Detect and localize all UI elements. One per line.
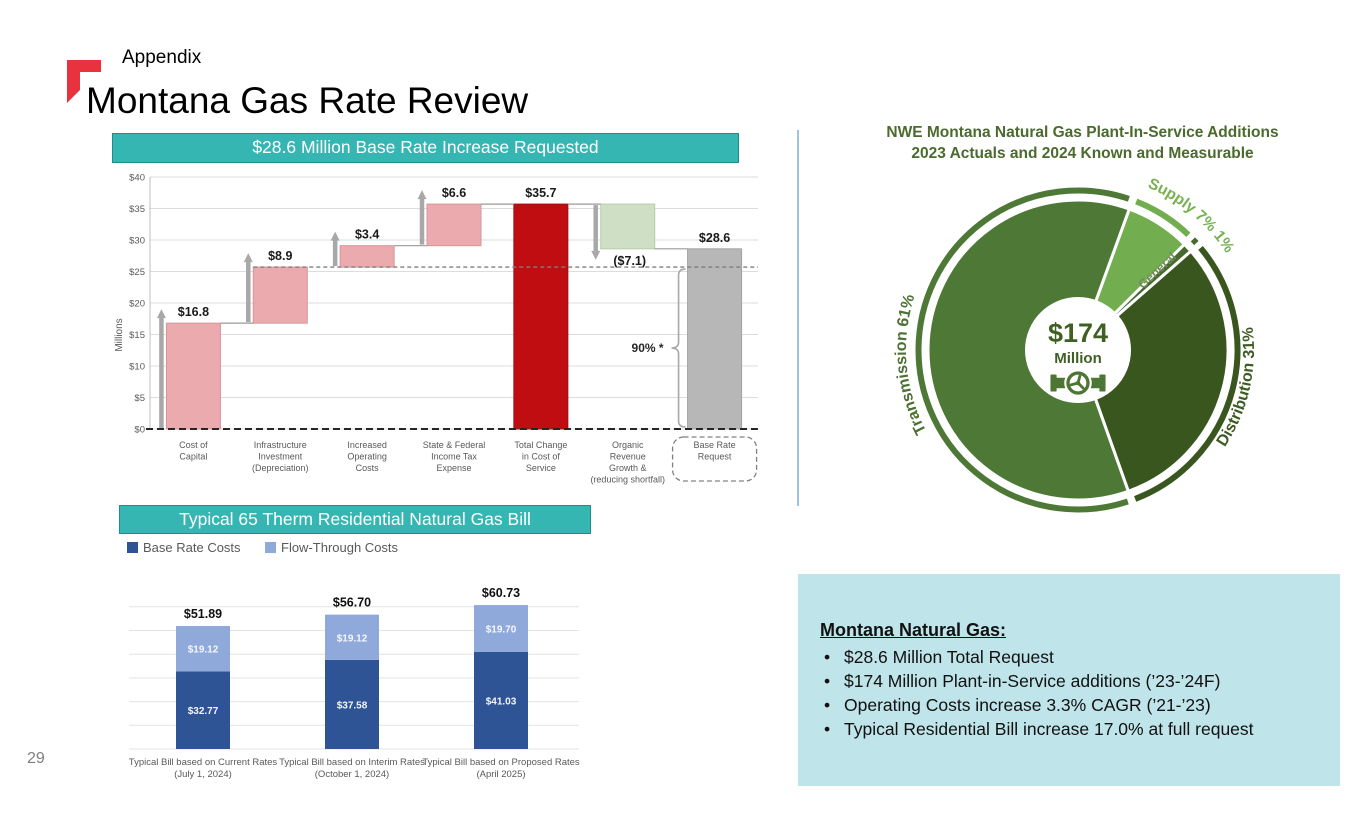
waterfall-bar <box>165 322 221 430</box>
svg-text:$30: $30 <box>129 236 145 247</box>
svg-text:$19.70: $19.70 <box>486 624 517 635</box>
svg-text:Increased: Increased <box>347 440 387 450</box>
bar-flow-through <box>474 605 528 652</box>
bar-flow-through <box>176 626 230 672</box>
svg-text:(reducing shortfall): (reducing shortfall) <box>590 475 665 485</box>
svg-text:Service: Service <box>526 463 556 473</box>
svg-text:$5: $5 <box>134 393 145 404</box>
waterfall-bar <box>687 248 743 430</box>
svg-text:Typical Bill based on Interim: Typical Bill based on Interim Rates <box>279 757 425 768</box>
svg-text:$40: $40 <box>129 173 145 184</box>
pie-center-unit: Million <box>1054 350 1102 367</box>
pie-chart: Transmission 61%Supply 7% 1%Distribution… <box>893 175 1258 513</box>
waterfall-value-label: $35.7 <box>525 186 556 200</box>
svg-text:Typical Bill based on Proposed: Typical Bill based on Proposed Rates <box>422 757 580 768</box>
svg-text:$35: $35 <box>129 204 145 215</box>
svg-text:in Cost of: in Cost of <box>522 452 561 462</box>
svg-text:Request: Request <box>698 452 732 462</box>
svg-text:State & Federal: State & Federal <box>423 440 486 450</box>
svg-text:$10: $10 <box>129 362 145 373</box>
bar-total-label: $56.70 <box>333 596 371 610</box>
info-bullet: Typical Residential Bill increase 17.0% … <box>820 717 1320 741</box>
bar-flow-through <box>325 614 379 660</box>
svg-text:$15: $15 <box>129 330 145 341</box>
stacked-bar-chart: Base Rate Costs Flow-Through Costs $51.89 $… <box>127 540 580 780</box>
svg-text:Capital: Capital <box>179 452 207 462</box>
legend-base-rate: Base Rate Costs <box>143 540 241 555</box>
waterfall-value-label: $6.6 <box>442 186 466 200</box>
legend-flow-through: Flow-Through Costs <box>281 540 399 555</box>
info-heading: Montana Natural Gas: <box>820 620 1007 640</box>
svg-text:$20: $20 <box>129 299 145 310</box>
pie-title-line2: 2023 Actuals and 2024 Known and Measurab… <box>911 145 1254 162</box>
info-bullet: $174 Million Plant-in-Service additions … <box>820 669 1320 693</box>
svg-text:Costs: Costs <box>356 463 380 473</box>
bar-base-rate <box>176 671 230 749</box>
waterfall-value-label: ($7.1) <box>613 254 646 268</box>
svg-text:(October 1, 2024): (October 1, 2024) <box>315 769 389 780</box>
svg-text:Organic: Organic <box>612 440 644 450</box>
pie-title: NWE Montana Natural Gas Plant-In-Service… <box>820 122 1345 164</box>
waterfall-value-label: $8.9 <box>268 249 292 263</box>
page-number: 29 <box>27 750 45 767</box>
svg-text:Expense: Expense <box>436 463 471 473</box>
svg-text:Base Rate: Base Rate <box>694 440 736 450</box>
bar-base-rate <box>474 651 528 749</box>
waterfall-bar <box>600 203 656 250</box>
bar-total-label: $51.89 <box>184 607 222 621</box>
waterfall-value-label: $16.8 <box>178 305 209 319</box>
waterfall-chart: $0 $5 $10 $15 $20 $25 $30 $35 $40 Millions $16.8 Co… <box>114 173 760 485</box>
svg-text:$37.58: $37.58 <box>337 700 368 711</box>
bar-total-label: $60.73 <box>482 586 520 600</box>
svg-text:Revenue: Revenue <box>610 452 646 462</box>
pie-center-value: $174 <box>1048 318 1108 348</box>
waterfall-bar <box>426 203 482 247</box>
page-title: Montana Gas Rate Review <box>86 80 529 121</box>
svg-text:(Depreciation): (Depreciation) <box>252 463 309 473</box>
pipeline-valve-icon <box>1050 369 1106 397</box>
vertical-divider <box>797 130 799 506</box>
eyebrow: Appendix <box>122 47 202 68</box>
svg-text:(July 1, 2024): (July 1, 2024) <box>174 769 232 780</box>
waterfall-bar <box>513 203 569 430</box>
info-bullets: $28.6 Million Total Request$174 Million … <box>820 645 1320 741</box>
waterfall-value-label: $3.4 <box>355 228 379 242</box>
svg-text:$0: $0 <box>134 425 145 436</box>
brand-logo-icon <box>67 60 101 103</box>
waterfall-banner: $28.6 Million Base Rate Increase Request… <box>112 133 739 163</box>
svg-text:Millions: Millions <box>114 318 125 351</box>
svg-text:Cost of: Cost of <box>179 440 208 450</box>
svg-text:$19.12: $19.12 <box>188 645 219 656</box>
info-bullet: $28.6 Million Total Request <box>820 645 1320 669</box>
svg-text:$32.77: $32.77 <box>188 706 219 717</box>
ninety-percent-annotation: 90% * <box>632 341 664 355</box>
svg-text:(April 2025): (April 2025) <box>476 769 525 780</box>
info-box: Montana Natural Gas: $28.6 Million Total… <box>798 574 1340 786</box>
waterfall-bar <box>339 245 395 268</box>
bar-base-rate <box>325 659 379 749</box>
svg-text:Operating: Operating <box>347 452 387 462</box>
waterfall-bar <box>252 266 308 324</box>
pie-title-line1: NWE Montana Natural Gas Plant-In-Service… <box>886 124 1279 141</box>
svg-text:Infrastructure: Infrastructure <box>254 440 307 450</box>
info-bullet: Operating Costs increase 3.3% CAGR (’21-… <box>820 693 1320 717</box>
svg-text:$41.03: $41.03 <box>486 696 517 707</box>
svg-text:Typical Bill based on Current: Typical Bill based on Current Rates <box>129 757 278 768</box>
waterfall-value-label: $28.6 <box>699 231 730 245</box>
bill-banner: Typical 65 Therm Residential Natural Gas… <box>119 505 591 534</box>
svg-text:Growth &: Growth & <box>609 463 647 473</box>
pie-slice-distribution <box>1076 249 1230 493</box>
svg-text:Total Change: Total Change <box>514 440 567 450</box>
svg-text:$25: $25 <box>129 267 145 278</box>
svg-text:Investment: Investment <box>258 452 303 462</box>
svg-text:$19.12: $19.12 <box>337 633 368 644</box>
svg-text:Income Tax: Income Tax <box>431 452 477 462</box>
